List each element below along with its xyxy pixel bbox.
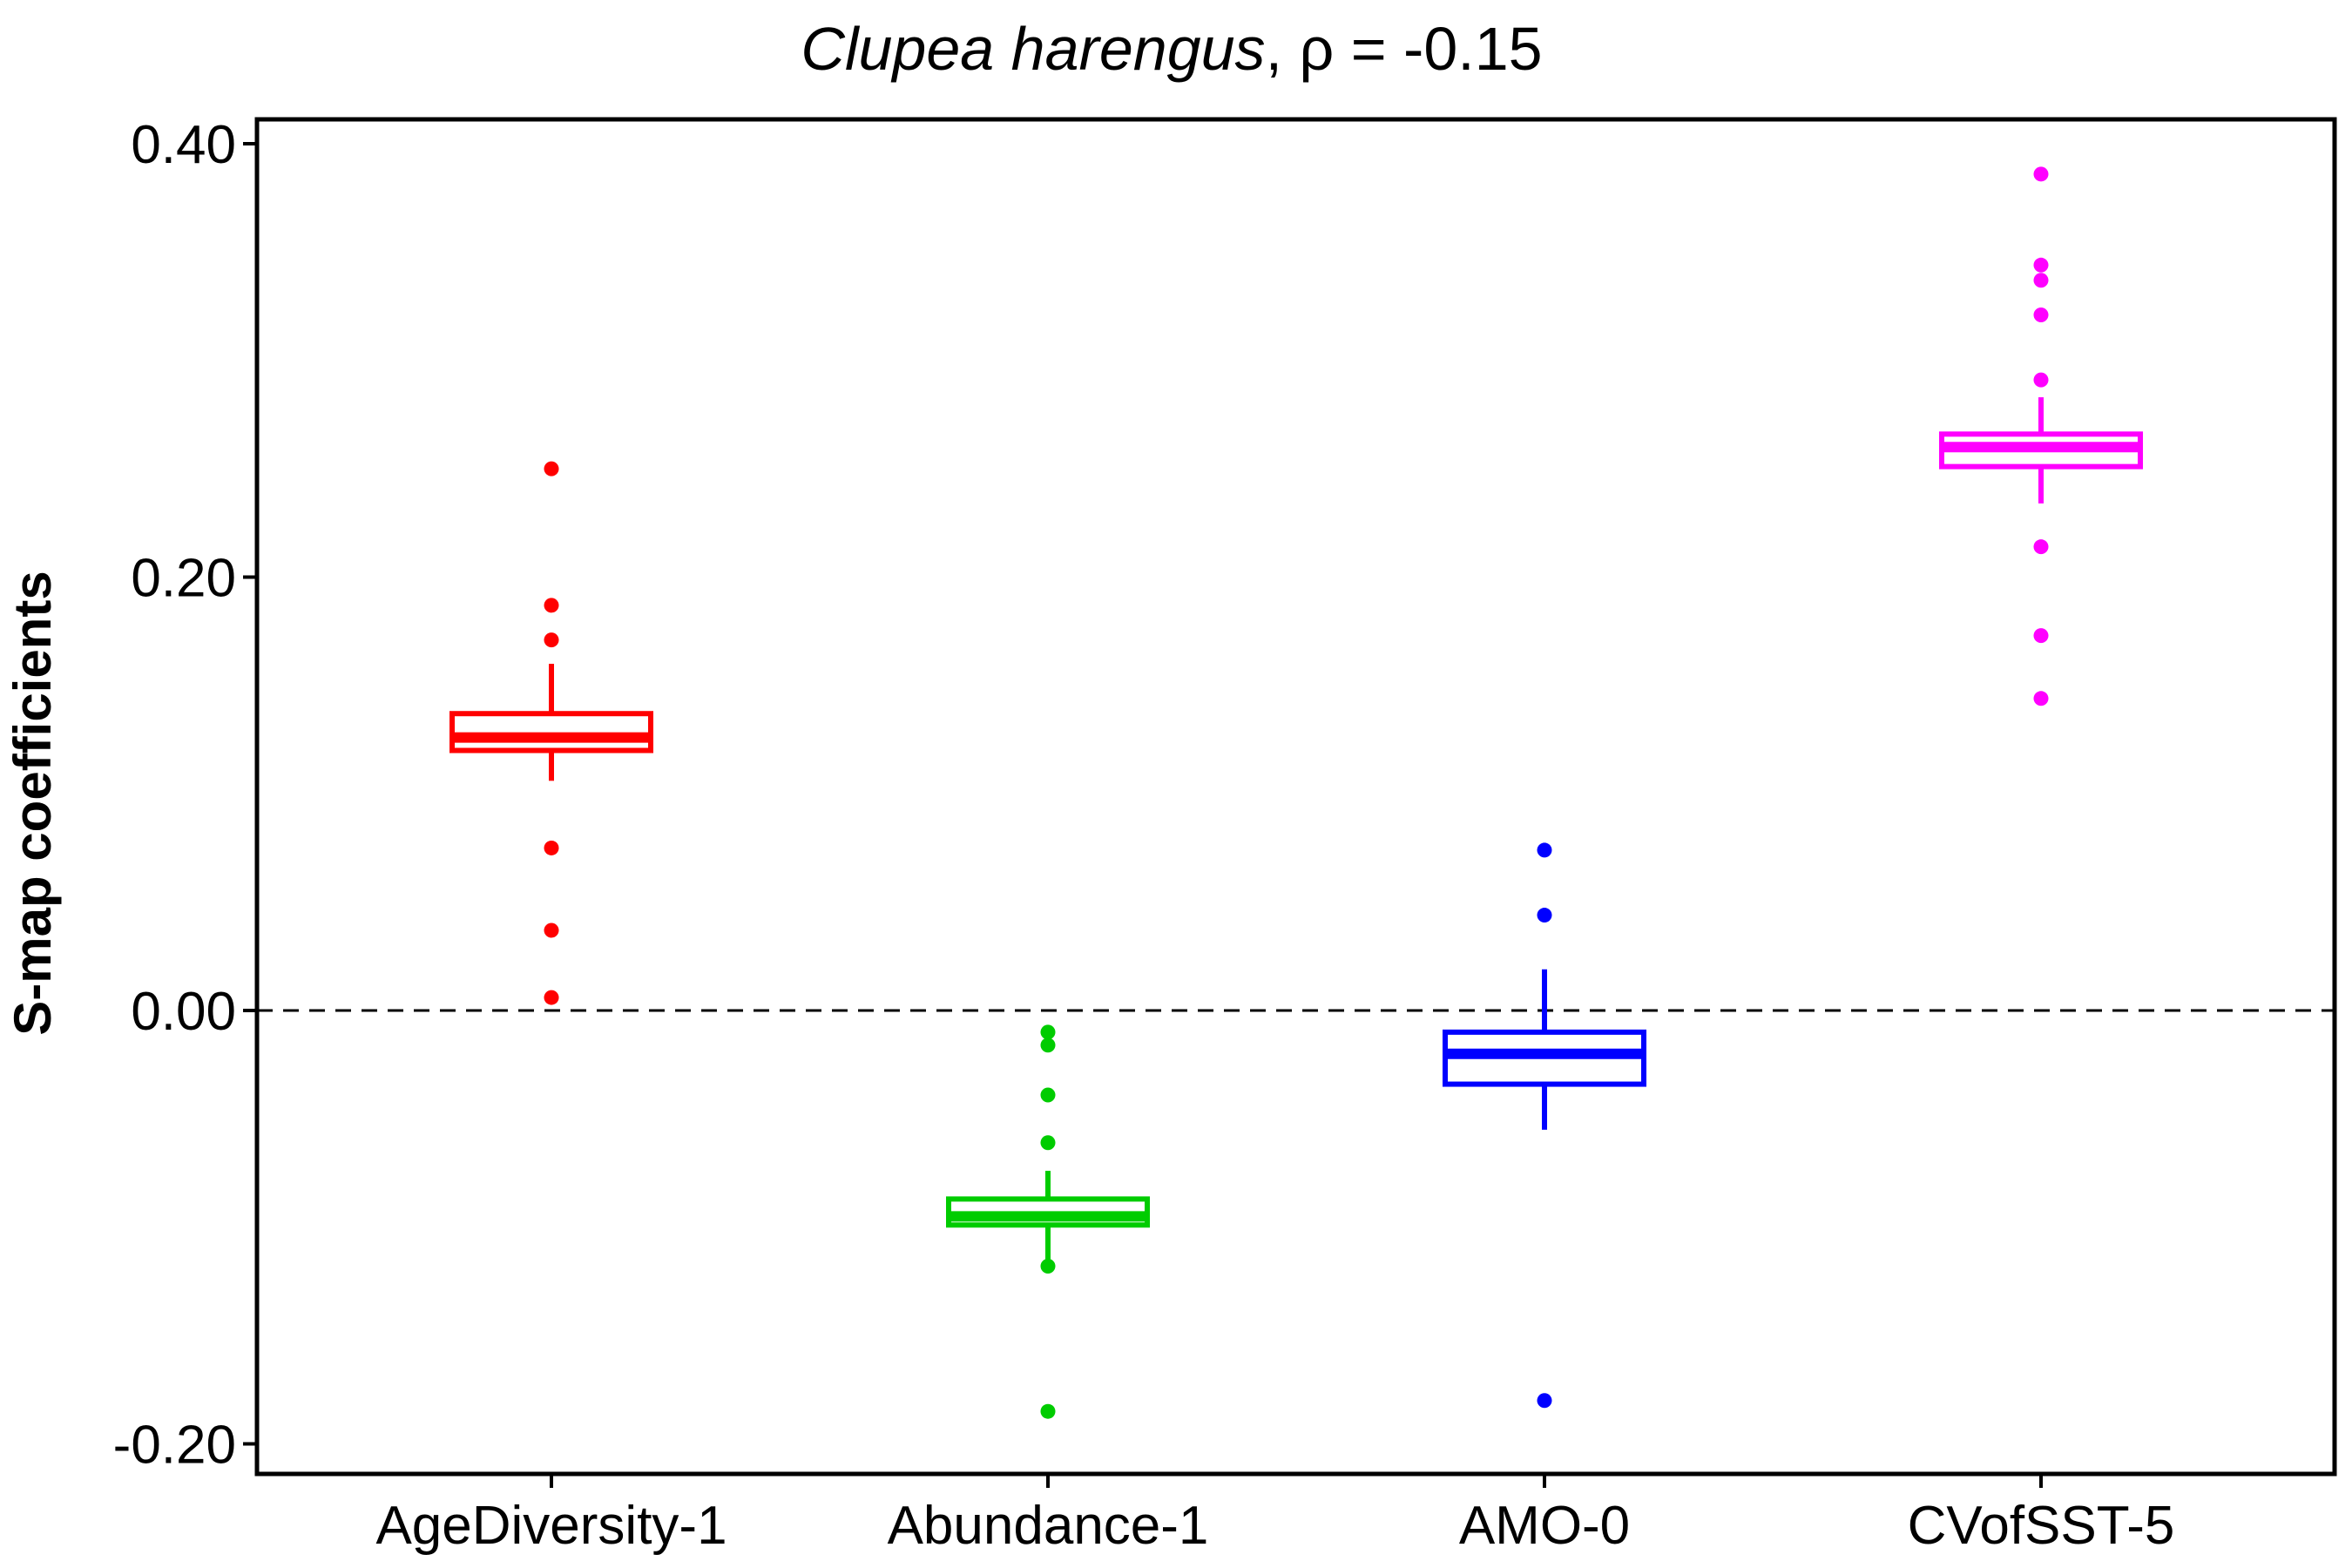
x-tick-label: AMO-0 bbox=[1459, 1496, 1630, 1556]
outlier-point bbox=[2033, 257, 2049, 273]
y-axis-label: S-map coefficients bbox=[3, 571, 62, 1035]
y-tick-label: -0.20 bbox=[113, 1416, 236, 1476]
outlier-point bbox=[2033, 166, 2049, 182]
outlier-point bbox=[544, 990, 559, 1005]
y-tick-label: 0.20 bbox=[131, 549, 236, 609]
outlier-point bbox=[1040, 1024, 1056, 1040]
outlier-point bbox=[1537, 908, 1552, 923]
outlier-point bbox=[2033, 691, 2049, 706]
outlier-point bbox=[544, 632, 559, 648]
outlier-point bbox=[1040, 1403, 1056, 1419]
outlier-point bbox=[544, 461, 559, 476]
outlier-point bbox=[2033, 372, 2049, 388]
x-tick-label: AgeDiversity-1 bbox=[375, 1496, 727, 1556]
x-tick-label: CVofSST-5 bbox=[1908, 1496, 2175, 1556]
outlier-point bbox=[1537, 842, 1552, 858]
chart-title-suffix: , ρ = -0.15 bbox=[1266, 15, 1543, 83]
chart-title-species: Clupea harengus bbox=[801, 15, 1265, 83]
outlier-point bbox=[544, 923, 559, 938]
x-tick-label: Abundance-1 bbox=[888, 1496, 1209, 1556]
outlier-point bbox=[2033, 308, 2049, 323]
outlier-point bbox=[2033, 273, 2049, 288]
outlier-point bbox=[1040, 1259, 1056, 1274]
outlier-point bbox=[2033, 628, 2049, 644]
outlier-point bbox=[1040, 1037, 1056, 1053]
plot-area: -0.20 0.00 0.20 0.40 AgeDiversity-1 Abundance… bbox=[113, 115, 2335, 1556]
outlier-point bbox=[1040, 1135, 1056, 1151]
outlier-point bbox=[2033, 539, 2049, 555]
outlier-point bbox=[544, 598, 559, 613]
outlier-point bbox=[1040, 1087, 1056, 1103]
outlier-point bbox=[1537, 1393, 1552, 1409]
y-tick-label: 0.40 bbox=[131, 115, 236, 175]
outlier-point bbox=[544, 840, 559, 855]
plot-frame bbox=[254, 117, 2337, 1477]
chart-title: Clupea harengus, ρ = -0.15 bbox=[801, 15, 1542, 83]
y-tick-label: 0.00 bbox=[131, 982, 236, 1042]
box-body bbox=[449, 711, 653, 754]
